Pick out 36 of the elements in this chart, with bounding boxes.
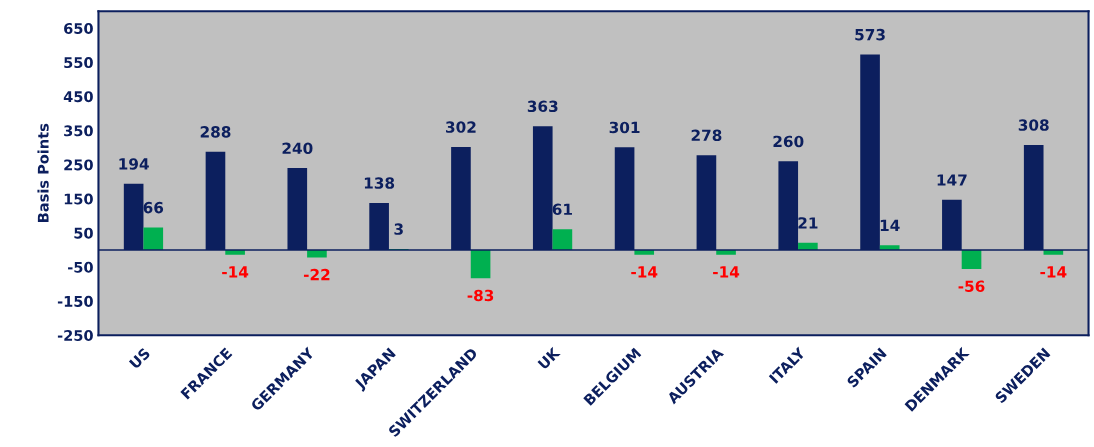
data-label: 288 (200, 126, 231, 138)
x-tick-label: US (128, 347, 151, 370)
data-label: -22 (303, 268, 330, 281)
data-label: -56 (958, 280, 985, 293)
data-label: 14 (880, 219, 900, 231)
data-label: 3 (394, 223, 403, 235)
data-label: 66 (143, 201, 164, 214)
y-tick-label: 650 (64, 22, 93, 34)
y-axis-title: Basis Points (37, 123, 49, 222)
data-label: 138 (364, 177, 395, 189)
data-label: -83 (467, 289, 494, 302)
x-tick-label: UK (537, 346, 561, 370)
y-tick-label: -250 (57, 329, 93, 341)
y-tick-label: 250 (64, 159, 93, 171)
data-label: -14 (222, 266, 249, 278)
data-label: 308 (1018, 119, 1049, 131)
data-label: 240 (282, 142, 313, 155)
data-label: -14 (713, 266, 740, 278)
y-tick-label: 450 (63, 91, 93, 103)
y-tick-label: 350 (64, 125, 93, 137)
data-label: 278 (691, 129, 722, 142)
y-tick-label: 150 (64, 193, 93, 205)
data-label: 194 (119, 158, 149, 170)
y-tick-label: -150 (57, 295, 93, 307)
data-label: 573 (855, 28, 885, 41)
data-label: 302 (446, 121, 476, 133)
data-label: 301 (609, 121, 640, 134)
data-label: 260 (773, 135, 804, 148)
y-tick-label: 550 (64, 57, 93, 69)
data-label: 21 (798, 217, 818, 229)
data-label: 147 (937, 174, 967, 186)
data-label: -14 (1040, 266, 1067, 278)
y-tick-label: 50 (74, 227, 93, 239)
data-label: 363 (527, 100, 558, 113)
data-label: -14 (631, 266, 658, 278)
y-tick-label: -50 (68, 261, 93, 273)
